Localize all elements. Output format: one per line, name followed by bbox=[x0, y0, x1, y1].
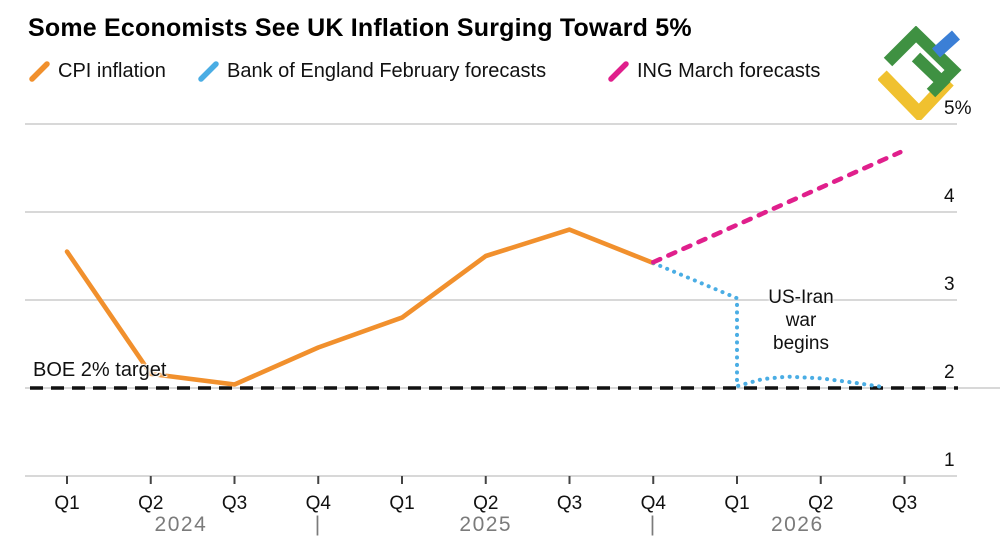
xtick-label-4: Q1 bbox=[389, 493, 414, 514]
year-label-1: | bbox=[315, 513, 322, 536]
cpi-line-swatch-icon bbox=[29, 61, 50, 82]
xtick-label-2: Q3 bbox=[222, 493, 247, 514]
xtick-label-9: Q2 bbox=[808, 493, 833, 514]
xtick-label-7: Q4 bbox=[641, 493, 667, 514]
ytick-label-4: 4 bbox=[944, 186, 955, 207]
xtick-label-3: Q4 bbox=[306, 493, 332, 514]
war-annotation-line-3: begins bbox=[773, 333, 829, 354]
chart-legend: CPI inflation Bank of England February f… bbox=[0, 57, 1000, 85]
legend-item-ing: ING March forecasts bbox=[607, 57, 820, 85]
xtick-label-6: Q3 bbox=[557, 493, 582, 514]
boe-line-swatch-icon bbox=[198, 61, 219, 82]
legend-item-cpi: CPI inflation bbox=[28, 57, 166, 85]
xtick-label-1: Q2 bbox=[138, 493, 163, 514]
war-annotation: US-Iran war begins bbox=[711, 286, 891, 355]
target-line-label: BOE 2% target bbox=[33, 359, 167, 381]
xtick-label-8: Q1 bbox=[724, 493, 749, 514]
series-line-1 bbox=[651, 261, 886, 390]
year-label-4: 2026 bbox=[771, 513, 824, 536]
war-annotation-line-1: US-Iran bbox=[768, 287, 834, 308]
litefinance-logo-icon bbox=[878, 26, 962, 120]
ytick-label-1: 1 bbox=[944, 450, 955, 471]
ytick-label-5: 5% bbox=[944, 98, 972, 119]
year-label-3: | bbox=[650, 513, 657, 536]
year-label-0: 2024 bbox=[155, 513, 208, 536]
xtick-label-10: Q3 bbox=[892, 493, 917, 514]
legend-label-boe: Bank of England February forecasts bbox=[227, 59, 547, 82]
legend-label-cpi: CPI inflation bbox=[58, 59, 166, 82]
ytick-label-2: 2 bbox=[944, 362, 955, 383]
chart-title: Some Economists See UK Inflation Surging… bbox=[28, 14, 692, 42]
war-annotation-line-2: war bbox=[785, 310, 817, 331]
year-label-2: 2025 bbox=[459, 513, 512, 536]
legend-item-boe: Bank of England February forecasts bbox=[197, 57, 546, 85]
series-line-0 bbox=[64, 227, 656, 387]
xtick-label-0: Q1 bbox=[54, 493, 79, 514]
legend-label-ing: ING March forecasts bbox=[637, 59, 821, 82]
ytick-label-3: 3 bbox=[944, 274, 955, 295]
ing-line-swatch-icon bbox=[608, 61, 629, 82]
xtick-label-5: Q2 bbox=[473, 493, 498, 514]
series-line-2 bbox=[651, 149, 903, 265]
